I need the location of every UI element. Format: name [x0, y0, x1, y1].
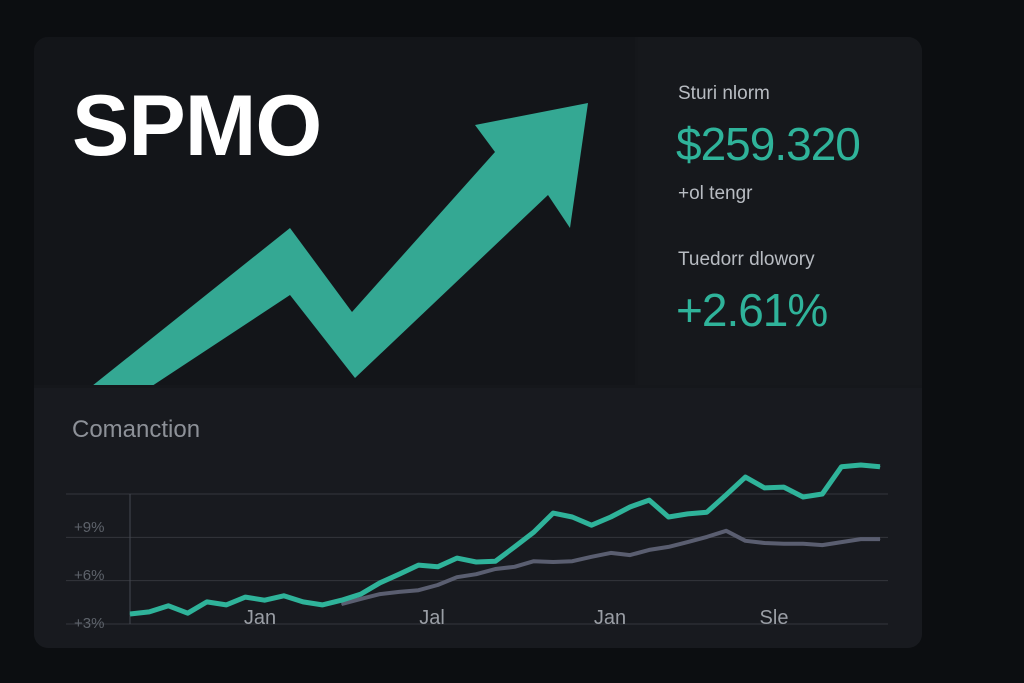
data-point	[475, 561, 477, 563]
data-point	[264, 599, 266, 601]
data-point	[456, 576, 458, 578]
x-tick-label: Jan	[244, 607, 276, 629]
data-point	[821, 493, 823, 495]
x-tick-label: Jan	[594, 607, 626, 629]
data-point	[514, 546, 516, 548]
data-point	[321, 604, 323, 606]
y-tick-label: +3%	[74, 615, 104, 632]
data-point	[610, 552, 612, 554]
data-point	[879, 538, 881, 540]
data-point	[841, 466, 843, 468]
data-point	[341, 603, 343, 605]
data-point	[610, 516, 612, 518]
data-point	[706, 536, 708, 538]
hero-card: SPMO	[34, 37, 635, 385]
data-point	[725, 494, 727, 496]
trend-up-arrow-icon	[93, 103, 588, 385]
stat-label: Tuedorr dlowory	[678, 249, 815, 270]
data-point	[648, 549, 650, 551]
y-tick-label: +9%	[74, 519, 104, 536]
data-point	[802, 496, 804, 498]
data-point	[456, 557, 458, 559]
data-point	[475, 573, 477, 575]
data-point	[783, 543, 785, 545]
data-point	[417, 589, 419, 591]
data-point	[764, 542, 766, 544]
dashboard-panel: SPMO Sturi nlorm $259.320 +ol tengr Tued…	[34, 37, 922, 648]
data-point	[167, 605, 169, 607]
x-tick-label: Jal	[419, 607, 445, 629]
series-line-spmo	[129, 462, 881, 617]
data-point	[706, 511, 708, 513]
data-point	[764, 487, 766, 489]
data-point	[437, 584, 439, 586]
data-point	[514, 566, 516, 568]
data-point	[437, 566, 439, 568]
data-point	[841, 541, 843, 543]
data-point	[687, 541, 689, 543]
data-point	[379, 593, 381, 595]
data-point	[860, 464, 862, 466]
data-point	[667, 546, 669, 548]
x-tick-label: Sle	[760, 607, 789, 629]
data-point	[571, 560, 573, 562]
data-point	[667, 516, 669, 518]
data-point	[148, 611, 150, 613]
data-point	[379, 582, 381, 584]
data-point	[187, 612, 189, 614]
price-value: $259.320	[676, 118, 861, 170]
data-point	[821, 544, 823, 546]
data-point	[552, 512, 554, 514]
stats-card: Sturi nlorm $259.320 +ol tengr Tuedorr d…	[638, 37, 922, 385]
data-point	[629, 554, 631, 556]
data-point	[129, 613, 131, 615]
stat-sublabel: +ol tengr	[678, 183, 753, 204]
data-point	[744, 540, 746, 542]
data-point	[360, 598, 362, 600]
data-point	[360, 593, 362, 595]
change-value: +2.61%	[676, 284, 828, 336]
data-point	[206, 601, 208, 603]
data-point	[552, 561, 554, 563]
data-point	[648, 499, 650, 501]
data-point	[225, 604, 227, 606]
ticker-symbol: SPMO	[72, 78, 322, 174]
data-point	[494, 560, 496, 562]
data-point	[533, 560, 535, 562]
data-point	[302, 601, 304, 603]
data-point	[629, 506, 631, 508]
data-point	[591, 556, 593, 558]
data-point	[725, 530, 727, 532]
data-point	[802, 543, 804, 545]
y-tick-label: +6%	[74, 567, 104, 584]
data-point	[398, 573, 400, 575]
data-point	[687, 513, 689, 515]
data-point	[283, 595, 285, 597]
data-point	[398, 591, 400, 593]
chart-card: Comanction +9% +6% +3% Jan Jal Jan Sle	[34, 388, 922, 648]
data-point	[744, 476, 746, 478]
data-point	[860, 538, 862, 540]
data-point	[591, 524, 593, 526]
line-chart: +9% +6% +3% Jan Jal Jan Sle	[66, 462, 888, 632]
data-point	[244, 596, 246, 598]
data-point	[341, 599, 343, 601]
data-point	[417, 564, 419, 566]
data-point	[879, 466, 881, 468]
data-point	[494, 568, 496, 570]
stat-label: Sturi nlorm	[678, 83, 770, 104]
data-point	[571, 516, 573, 518]
chart-title: Comanction	[72, 416, 201, 443]
data-point	[533, 531, 535, 533]
data-point	[783, 486, 785, 488]
